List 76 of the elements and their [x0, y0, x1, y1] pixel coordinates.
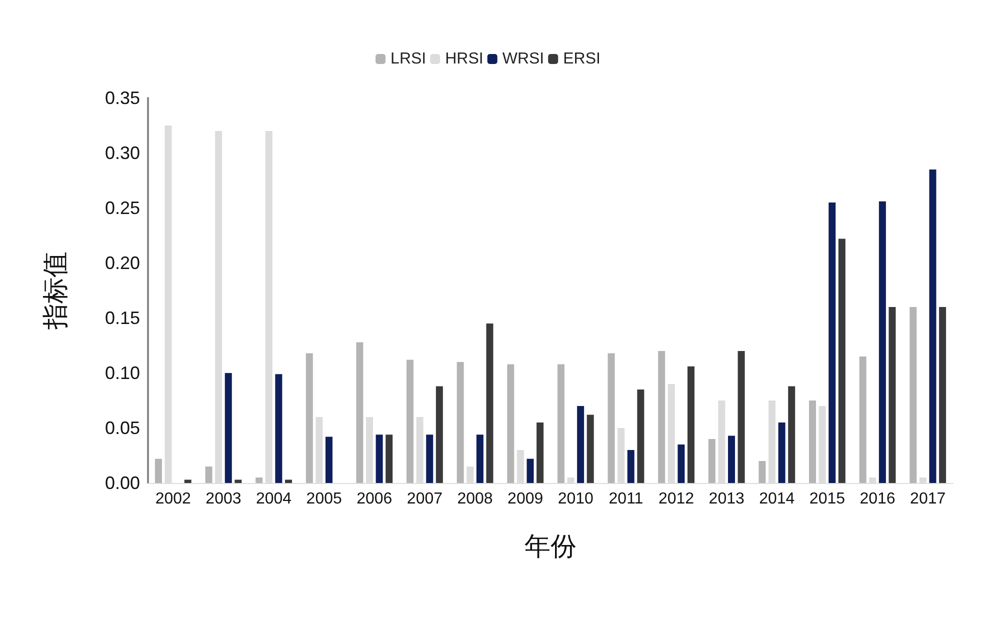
x-tick-label: 2013: [708, 490, 744, 508]
bar: [526, 458, 534, 483]
y-tick-label: 0.20: [104, 253, 140, 273]
x-tick-label: 2002: [155, 490, 192, 508]
x-tick-label: 2004: [256, 490, 292, 508]
x-tick-label: 2007: [406, 490, 443, 508]
bar: [859, 356, 866, 483]
bar: [828, 202, 836, 483]
bar: [234, 480, 242, 483]
bar: [406, 360, 414, 483]
legend-label: WRSI: [502, 50, 544, 68]
bar: [577, 406, 584, 483]
x-tick-label: 2010: [558, 490, 594, 508]
bar: [658, 351, 666, 483]
bar: [627, 450, 634, 483]
y-tick-label: 0.25: [104, 198, 140, 218]
bar: [728, 436, 735, 483]
y-axis-title: 指标值: [40, 252, 70, 330]
x-tick-label: 2015: [809, 490, 846, 508]
y-tick-label: 0.05: [104, 418, 140, 438]
x-tick-label: 2012: [658, 490, 694, 508]
bar: [436, 386, 443, 483]
bar: [708, 439, 716, 483]
bar: [426, 434, 434, 483]
y-tick-label: 0.00: [104, 473, 140, 493]
bar: [586, 414, 594, 483]
bar: [486, 324, 494, 483]
x-tick-label: 2009: [508, 490, 544, 508]
x-tick-label: 2011: [608, 490, 644, 508]
bar: [557, 364, 564, 483]
legend-label: ERSI: [563, 50, 600, 68]
x-tick-label: 2016: [860, 490, 896, 508]
legend-label: LRSI: [390, 50, 426, 68]
bar: [456, 362, 464, 483]
x-tick-label: 2003: [206, 490, 242, 508]
bar: [778, 422, 786, 483]
x-tick-label: 2017: [910, 490, 946, 508]
bar: [306, 353, 313, 483]
bar: [838, 238, 846, 483]
bar: [325, 436, 332, 483]
bar: [376, 434, 383, 483]
bar: [205, 466, 212, 483]
x-tick-label: 2008: [457, 490, 493, 508]
bar: [888, 307, 896, 483]
bar: [284, 480, 292, 483]
bar: [608, 353, 615, 483]
x-tick-label: 2005: [306, 490, 342, 508]
bar: [536, 422, 544, 483]
bar: [386, 434, 393, 483]
x-tick-label: 2006: [356, 490, 392, 508]
bar: [275, 374, 282, 483]
bar: [687, 366, 694, 483]
bar: [758, 461, 766, 483]
x-tick-label: 2014: [759, 490, 795, 508]
bar: [256, 478, 263, 483]
bar: [788, 386, 796, 483]
bar: [154, 458, 162, 483]
legend-label: HRSI: [445, 50, 484, 68]
bar: [507, 364, 514, 483]
bar: [184, 480, 192, 483]
y-tick-label: 0.10: [104, 363, 140, 383]
bar: [356, 342, 364, 483]
y-tick-label: 0.15: [104, 308, 140, 328]
bar: [678, 444, 685, 483]
x-axis-title: 年份: [524, 531, 576, 561]
bar: [224, 373, 232, 483]
bar: [809, 400, 816, 483]
bar: [929, 170, 936, 483]
bar: [738, 351, 745, 483]
bar: [637, 390, 644, 483]
y-tick-label: 0.30: [104, 143, 140, 163]
y-tick-label: 0.35: [104, 88, 140, 108]
bar: [910, 307, 917, 483]
bar: [878, 201, 886, 483]
bar: [939, 307, 946, 483]
bar: [476, 434, 484, 483]
